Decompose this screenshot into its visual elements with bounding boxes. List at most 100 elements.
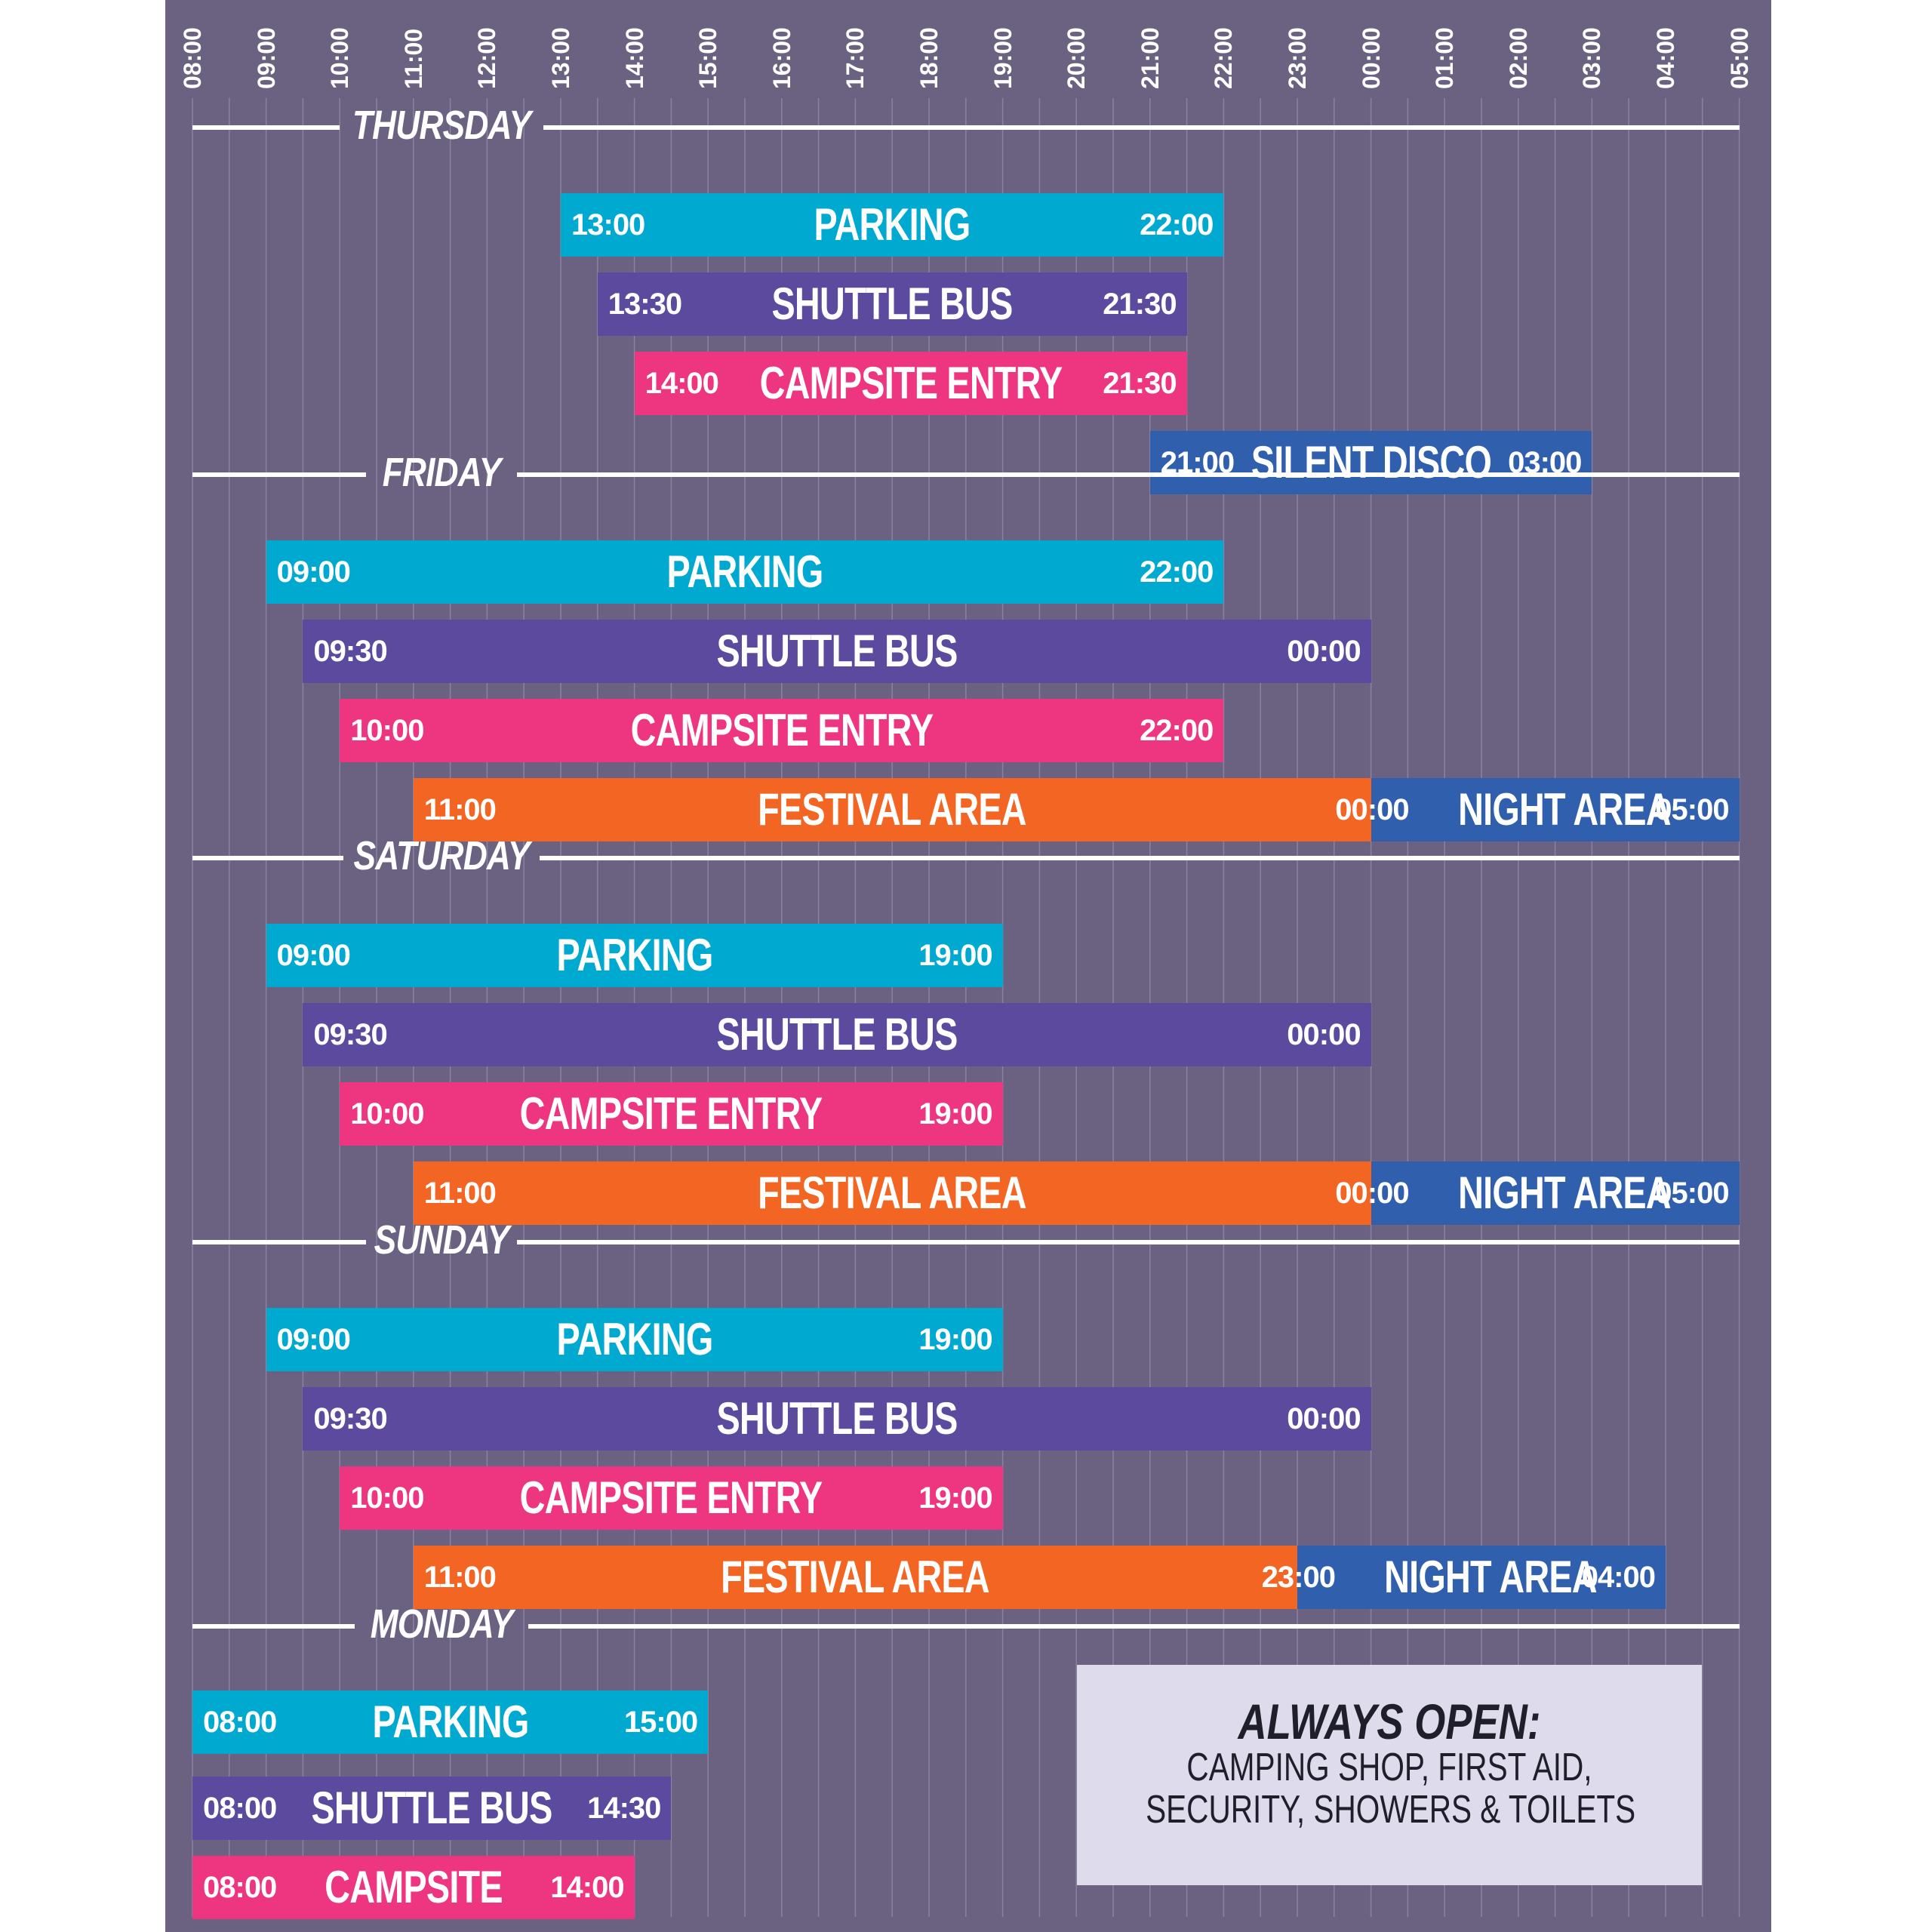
parking-bar: 09:00 PARKING 19:00 — [266, 1308, 1003, 1371]
end-time: 00:00 — [1287, 635, 1361, 668]
start-time: 08:00 — [203, 1792, 277, 1825]
bar-label: FESTIVAL AREA — [721, 1552, 990, 1602]
end-time: 22:00 — [1140, 208, 1214, 242]
start-time: 11:00 — [423, 793, 497, 826]
campsite-bar: 10:00 CAMPSITE ENTRY 19:00 — [340, 1082, 1003, 1146]
end-time: 19:00 — [918, 939, 992, 972]
bar-label: NIGHT AREA — [1457, 784, 1671, 835]
day-divider — [192, 472, 366, 477]
shuttle-bar: 09:30 SHUTTLE BUS 00:00 — [303, 1387, 1371, 1451]
hour-tick: 20:00 — [1063, 27, 1091, 89]
bar-label: CAMPSITE ENTRY — [759, 358, 1063, 408]
hour-tick: 02:00 — [1504, 27, 1532, 89]
day-divider — [517, 1240, 1740, 1244]
end-time: 23:00 — [1261, 1561, 1336, 1594]
shuttle-bar: 09:30 SHUTTLE BUS 00:00 — [303, 620, 1371, 683]
hour-tick: 13:00 — [547, 27, 574, 89]
campsite-bar: 10:00 CAMPSITE ENTRY 22:00 — [340, 699, 1224, 762]
hour-tick: 09:00 — [252, 27, 280, 89]
end-time: 05:00 — [1655, 1177, 1729, 1210]
hour-tick: 19:00 — [989, 27, 1017, 89]
start-time: 13:00 — [571, 208, 645, 242]
bar-label: SHUTTLE BUS — [716, 1009, 958, 1060]
hour-tick: 12:00 — [473, 27, 501, 89]
bar-label: CAMPSITE ENTRY — [519, 1088, 823, 1139]
hour-tick: 23:00 — [1284, 27, 1311, 89]
bar-label: SHUTTLE BUS — [716, 1393, 958, 1444]
bar-label: PARKING — [814, 199, 971, 250]
hour-tick: 11:00 — [399, 28, 427, 89]
bar-label: CAMPSITE ENTRY — [630, 705, 934, 755]
night-bar: 21:00 SILENT DISCO 03:00 — [1149, 431, 1592, 494]
end-time: 21:30 — [1103, 367, 1177, 400]
end-time: 19:00 — [918, 1323, 992, 1356]
end-time: 05:00 — [1655, 793, 1729, 826]
campsite-bar: 08:00 CAMPSITE 14:00 — [192, 1856, 635, 1919]
start-time: 10:00 — [350, 1097, 424, 1131]
start-time: 09:00 — [276, 555, 351, 589]
parking-bar: 08:00 PARKING 15:00 — [192, 1690, 709, 1754]
bar-label: SHUTTLE BUS — [771, 278, 1014, 329]
shuttle-bar: 08:00 SHUTTLE BUS 14:30 — [192, 1777, 672, 1840]
start-time: 08:00 — [203, 1706, 277, 1739]
bar-label: SHUTTLE BUS — [311, 1783, 553, 1833]
bar-label: CAMPSITE — [325, 1862, 503, 1912]
hour-tick: 08:00 — [179, 27, 206, 89]
festival-bar: 11:00 FESTIVAL AREA 00:00 — [413, 1161, 1410, 1225]
end-time: 14:00 — [550, 1871, 624, 1904]
end-time: 19:00 — [918, 1481, 992, 1515]
hour-tick: 04:00 — [1652, 27, 1679, 89]
hour-tick: 15:00 — [694, 27, 722, 89]
festival-bar-fill — [413, 1161, 1371, 1225]
start-time: 09:00 — [276, 1323, 351, 1356]
bar-label: PARKING — [556, 1314, 713, 1364]
hour-tick: 01:00 — [1431, 27, 1459, 89]
festival-bar: 11:00 FESTIVAL AREA 00:00 — [413, 778, 1410, 841]
hour-tick: 17:00 — [841, 27, 869, 89]
parking-bar: 09:00 PARKING 22:00 — [266, 540, 1224, 604]
bar-label: PARKING — [666, 546, 824, 597]
day-label-monday: MONDAY — [370, 1601, 513, 1647]
end-time: 19:00 — [918, 1097, 992, 1131]
start-time: 10:00 — [350, 1481, 424, 1515]
bar-label: CAMPSITE ENTRY — [519, 1472, 823, 1523]
festival-bar: 11:00 FESTIVAL AREA 23:00 — [413, 1546, 1336, 1609]
day-divider — [192, 125, 340, 130]
bar-label: FESTIVAL AREA — [758, 784, 1027, 835]
hour-tick: 18:00 — [915, 27, 943, 89]
end-time: 21:30 — [1103, 288, 1177, 321]
shuttle-bar: 09:30 SHUTTLE BUS 00:00 — [303, 1003, 1371, 1066]
end-time: 00:00 — [1287, 1018, 1361, 1051]
hour-tick: 03:00 — [1578, 27, 1606, 89]
shuttle-bar: 13:30 SHUTTLE BUS 21:30 — [597, 272, 1187, 336]
hour-tick: 22:00 — [1210, 27, 1238, 89]
day-divider — [192, 856, 343, 860]
start-time: 21:00 — [1160, 446, 1235, 479]
always-open-line-2: SECURITY, SHOWERS & TOILETS — [1146, 1788, 1636, 1832]
bar-label: SHUTTLE BUS — [716, 626, 958, 676]
day-label-saturday: SATURDAY — [353, 833, 531, 878]
hour-tick: 21:00 — [1136, 27, 1164, 89]
end-time: 04:00 — [1581, 1561, 1656, 1594]
hour-tick: 00:00 — [1357, 27, 1385, 89]
start-time: 14:00 — [645, 367, 719, 400]
day-divider — [540, 856, 1740, 860]
start-time: 11:00 — [423, 1177, 497, 1210]
bar-label: PARKING — [556, 930, 713, 980]
start-time: 09:00 — [276, 939, 351, 972]
end-time: 00:00 — [1287, 1402, 1361, 1435]
start-time: 09:30 — [313, 1018, 387, 1051]
bar-label: NIGHT AREA — [1384, 1552, 1597, 1602]
hour-tick: 14:00 — [620, 27, 648, 89]
festival-bar-fill — [413, 778, 1371, 841]
parking-bar: 09:00 PARKING 19:00 — [266, 924, 1003, 987]
bar-label: SILENT DISCO — [1251, 437, 1491, 488]
start-time: 08:00 — [203, 1871, 277, 1904]
end-time: 00:00 — [1335, 793, 1409, 826]
end-time: 22:00 — [1140, 714, 1214, 747]
day-divider — [543, 125, 1740, 130]
parking-bar: 13:00 PARKING 22:00 — [561, 193, 1224, 257]
day-label-sunday: SUNDAY — [374, 1217, 510, 1263]
night-bar: NIGHT AREA 04:00 — [1297, 1546, 1666, 1609]
always-open-box: ALWAYS OPEN: CAMPING SHOP, FIRST AID, SE… — [1077, 1665, 1702, 1885]
